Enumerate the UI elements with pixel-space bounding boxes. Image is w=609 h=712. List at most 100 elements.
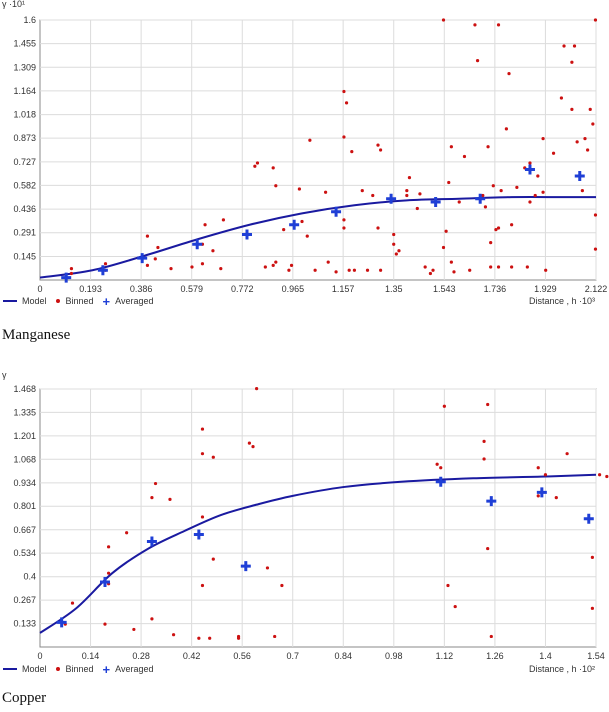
binned-point: [376, 226, 380, 230]
binned-point: [541, 190, 545, 194]
averaged-point: [56, 617, 67, 628]
x-tick-label: 1.35: [385, 284, 403, 294]
y-tick-label: 0.667: [13, 525, 36, 535]
chart-panel-manganese: γ ·10¹ 0.193 0.386 0.579 0.772 0.965 1.157 1.3…: [0, 0, 609, 320]
binned-point: [528, 161, 532, 165]
legend-model-label: Model: [22, 664, 47, 674]
binned-point: [482, 439, 486, 443]
binned-point: [462, 154, 467, 159]
binned-point: [397, 249, 401, 253]
chart-caption-manganese: Manganese: [2, 327, 71, 343]
binned-point: [280, 583, 284, 588]
y-tick-label: 0.267: [13, 595, 36, 605]
y-tick-label: 1.164: [13, 86, 36, 96]
binned-point: [274, 184, 278, 188]
binned-point: [565, 452, 569, 456]
averaged-point: [524, 164, 535, 175]
averaged-point: [486, 496, 497, 507]
averaged-plus-swatch: +: [102, 661, 111, 677]
y-tick-label: 0.873: [13, 133, 36, 143]
binned-point: [274, 260, 278, 264]
binned-point: [536, 494, 540, 498]
binned-point: [475, 59, 480, 63]
binned-point: [200, 583, 205, 588]
y-tick-label: 1.068: [13, 454, 36, 464]
binned-point: [132, 627, 136, 632]
binned-point: [494, 228, 498, 232]
binned-point: [590, 606, 594, 610]
y-tick-label: 0.4: [23, 572, 36, 582]
variogram-chart-copper: 0.14 0.28 0.42 0.56 0.7 0.84 0.98 1.12 1.26 1.4 1.…: [13, 384, 609, 661]
y-tick-label: 0.934: [13, 478, 36, 488]
binned-point: [190, 265, 194, 269]
binned-point: [439, 466, 443, 470]
binned-point: [289, 263, 294, 267]
y-tick-label: 1.018: [13, 110, 36, 120]
binned-point: [580, 189, 584, 193]
averaged-point: [475, 193, 486, 204]
binned-point: [211, 455, 215, 459]
averaged-point: [536, 487, 547, 498]
y-tick-label: 0.727: [13, 157, 36, 167]
averaged-point: [99, 576, 110, 587]
plot-area: [39, 388, 597, 648]
binned-point: [441, 18, 446, 22]
binned-point: [483, 205, 488, 209]
x-tick-label: 1.929: [534, 284, 557, 294]
binned-point: [491, 184, 495, 188]
binned-point: [308, 138, 312, 142]
x-axis-label: Distance , h ·10²: [528, 664, 595, 674]
binned-point: [203, 223, 207, 227]
legend-averaged-label: Averaged: [115, 296, 154, 306]
averaged-point: [241, 229, 252, 240]
binned-point: [562, 44, 566, 48]
binned-point: [588, 107, 592, 111]
binned-point: [344, 101, 349, 105]
averaged-point: [240, 561, 251, 572]
x-tick-label: 0.386: [130, 284, 153, 294]
binned-point: [69, 267, 74, 271]
binned-point: [350, 150, 354, 154]
averaged-point: [146, 536, 157, 547]
binned-point: [572, 44, 577, 48]
binned-point: [342, 89, 346, 94]
binned-point: [171, 633, 176, 637]
y-axis-label: γ: [2, 370, 7, 380]
binned-point: [482, 457, 486, 461]
binned-point: [525, 265, 529, 269]
binned-point: [342, 135, 346, 139]
averaged-point: [137, 253, 148, 264]
y-axis-label: γ ·10¹: [2, 0, 26, 9]
averaged-point: [574, 171, 585, 181]
binned-point: [273, 634, 277, 639]
legend-averaged-label: Averaged: [115, 664, 154, 674]
binned-point: [575, 140, 579, 144]
binned-point: [153, 257, 157, 261]
binned-point: [447, 180, 451, 185]
x-tick-label: 2.122: [585, 284, 608, 294]
x-tick-label: 1.736: [484, 284, 507, 294]
binned-point: [271, 166, 275, 170]
binned-point: [449, 145, 453, 149]
binned-point: [541, 137, 545, 141]
binned-point: [496, 226, 501, 230]
binned-point: [515, 185, 519, 189]
binned-point: [489, 241, 493, 245]
y-tick-label: 0.436: [13, 204, 36, 214]
binned-point: [263, 265, 267, 269]
binned-point: [313, 268, 317, 272]
binned-point: [405, 193, 409, 198]
binned-point: [441, 245, 446, 250]
binned-point: [236, 634, 241, 639]
binned-point: [323, 190, 328, 194]
averaged-point: [583, 513, 594, 524]
binned-point: [392, 242, 396, 246]
x-axis-label: Distance , h ·10³: [528, 296, 595, 306]
binned-point: [271, 263, 275, 267]
binned-point: [326, 260, 330, 264]
legend-model-label: Model: [22, 296, 47, 306]
binned-point: [544, 268, 548, 272]
binned-point: [591, 122, 595, 126]
averaged-point: [192, 239, 203, 250]
binned-point: [486, 145, 490, 149]
